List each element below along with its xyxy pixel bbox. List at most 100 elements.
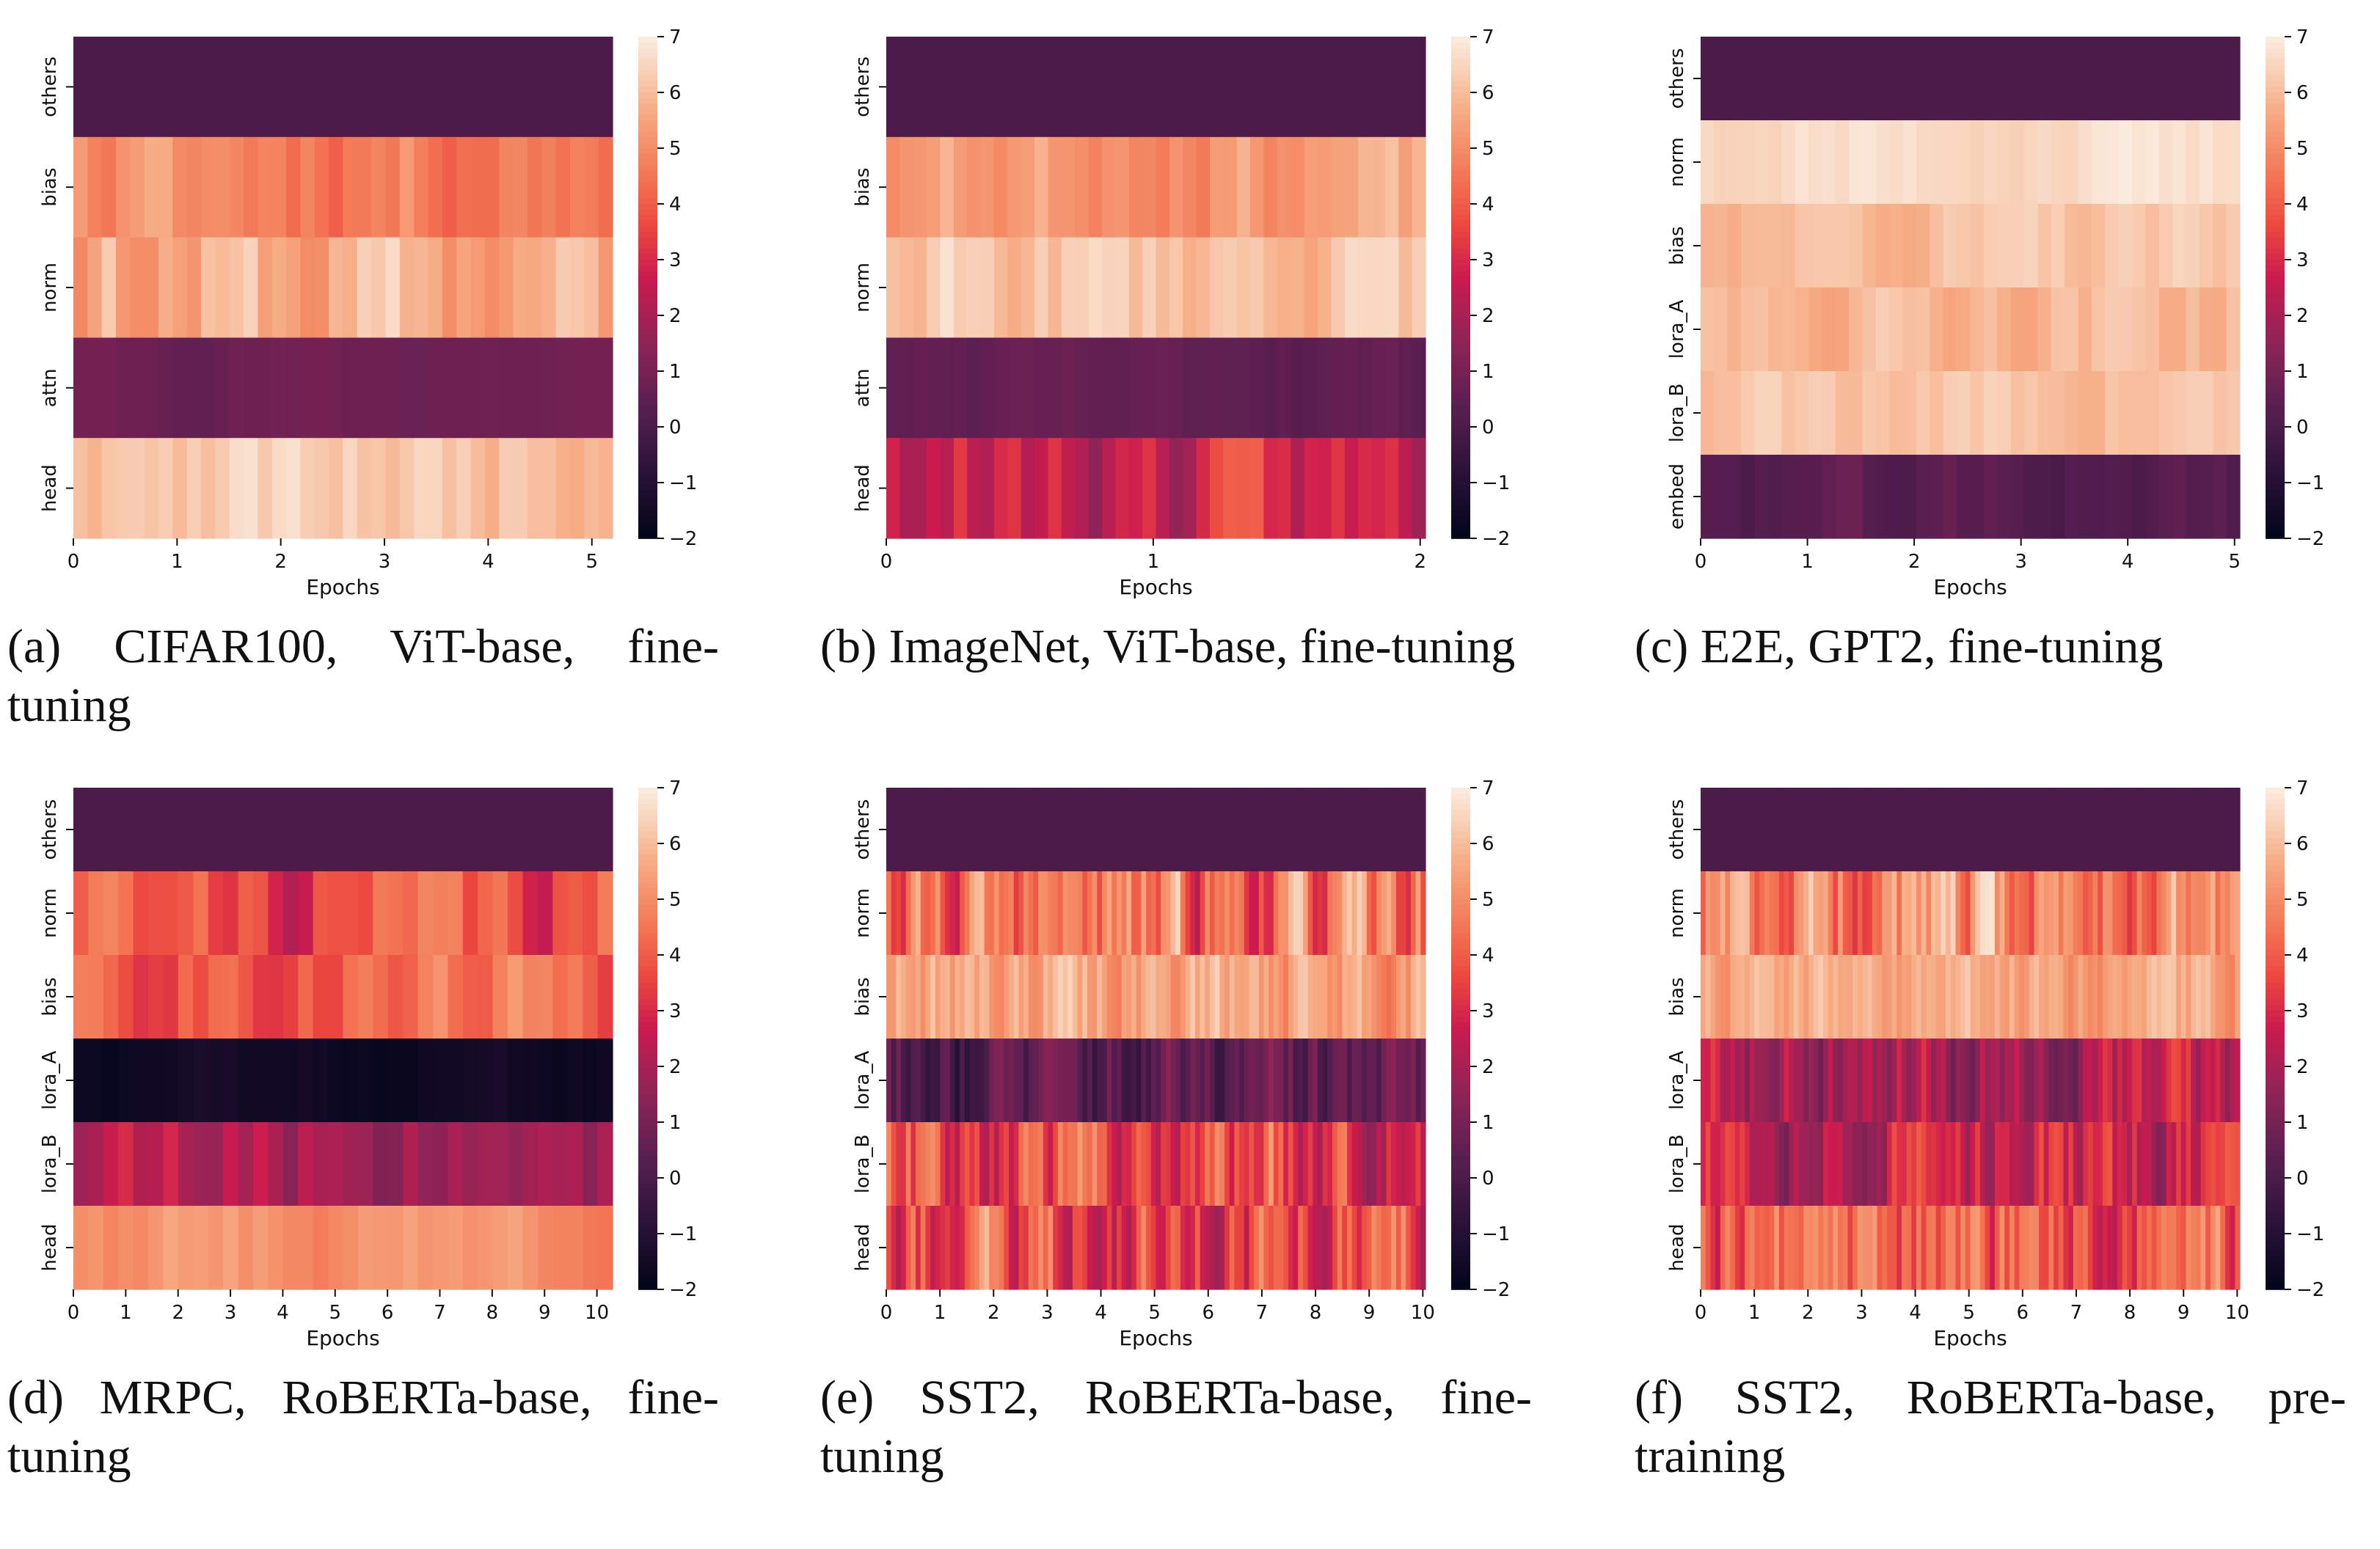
colorbar-segment	[638, 348, 657, 355]
heatmap-cell	[1882, 1122, 1888, 1206]
heatmap-cell	[2161, 1122, 2167, 1206]
colorbar-segment	[638, 48, 657, 54]
heatmap-cell	[1331, 136, 1346, 238]
heatmap-cell	[1175, 1039, 1181, 1123]
heatmap-cell	[896, 1039, 902, 1123]
heatmap-cell	[1156, 1122, 1161, 1206]
heatmap-cell	[1384, 237, 1399, 338]
heatmap-cell	[1307, 1039, 1313, 1123]
heatmap-cell	[964, 871, 971, 956]
heatmap-cell	[1131, 788, 1137, 872]
heatmap-cell	[1710, 788, 1716, 872]
colorbar-segment	[1451, 376, 1470, 383]
heatmap-cell	[2037, 37, 2052, 121]
colorbar-segment	[2266, 860, 2285, 867]
heatmap-cell	[1778, 1206, 1785, 1290]
heatmap-cell	[598, 438, 613, 539]
colorbar-segment	[638, 131, 657, 138]
heatmap-cell	[1916, 1122, 1922, 1206]
heatmap-cell	[163, 1039, 179, 1123]
heatmap-cell	[1412, 337, 1426, 439]
heatmap-cell	[1740, 788, 1745, 872]
heatmap-cell	[901, 1206, 907, 1290]
heatmap-cell	[1943, 37, 1957, 121]
heatmap-cells	[73, 788, 613, 1290]
heatmap-cell	[1935, 955, 1942, 1039]
heatmap-cell	[910, 871, 916, 956]
heatmap-cell	[456, 37, 472, 138]
heatmap-cell	[1249, 788, 1255, 872]
heatmap-cell	[1701, 1039, 1706, 1123]
heatmap-cell	[1128, 37, 1143, 138]
heatmap-cell	[1165, 871, 1172, 956]
heatmap-cell	[1862, 455, 1877, 539]
heatmap-cell	[1219, 1206, 1225, 1290]
colorbar-segment	[1451, 943, 1470, 951]
heatmap-cell	[2037, 288, 2052, 372]
heatmap-cell	[1965, 788, 1971, 872]
heatmap-cell	[2199, 371, 2213, 455]
colorbar-segment	[638, 821, 657, 827]
heatmap-cell	[1774, 1206, 1780, 1290]
heatmap-cell	[2083, 1206, 2089, 1290]
heatmap-cell	[1701, 288, 1715, 372]
heatmap-cell	[1897, 955, 1902, 1039]
heatmap-cell	[1362, 788, 1368, 872]
colorbar-segment	[638, 849, 657, 855]
colorbar-segment	[1451, 198, 1470, 205]
colorbar-segment	[638, 326, 657, 333]
heatmap-cell	[1214, 1122, 1220, 1206]
colorbar-tick-label: 7	[1482, 777, 1494, 799]
heatmap-cell	[268, 1206, 284, 1290]
heatmap-cell	[2142, 955, 2147, 1039]
heatmap-cell	[178, 1122, 194, 1206]
heatmap-cell	[2145, 371, 2160, 455]
colorbar-segment	[638, 387, 657, 395]
heatmap-cell	[1092, 788, 1098, 872]
heatmap-cell	[314, 237, 329, 338]
heatmap-cell	[1985, 1122, 1990, 1206]
heatmap-cell	[1141, 788, 1147, 872]
heatmap-cell	[417, 871, 434, 956]
colorbar-segment	[638, 142, 657, 149]
heatmap-cell	[1190, 955, 1196, 1039]
heatmap-cell	[2176, 1039, 2182, 1123]
heatmap-cell	[1705, 788, 1711, 872]
heatmap-cell	[1258, 788, 1265, 872]
heatmap-cell	[2142, 788, 2147, 872]
y-tick-label: bias	[852, 168, 874, 207]
heatmap-cell	[1273, 1122, 1280, 1206]
heatmap-cell	[1258, 1039, 1265, 1123]
heatmap-cell	[1291, 237, 1305, 338]
heatmap-cell	[1102, 37, 1116, 138]
heatmap-cell	[373, 871, 389, 956]
heatmap-cell	[223, 1122, 239, 1206]
heatmap-cell	[2195, 1206, 2202, 1290]
colorbar-segment	[2266, 1178, 2285, 1184]
heatmap-cell	[244, 438, 259, 539]
heatmap-cell	[969, 788, 975, 872]
heatmap-cell	[1911, 955, 1917, 1039]
heatmap-cell	[1391, 1206, 1397, 1290]
heatmap-cell	[101, 337, 117, 439]
heatmap-cell	[974, 1039, 980, 1123]
colorbar-segment	[2266, 960, 2285, 967]
heatmap-cells	[886, 37, 1426, 539]
heatmap-cell	[1412, 237, 1426, 338]
heatmap-cell	[1852, 1206, 1858, 1290]
heatmap-cell	[478, 788, 494, 872]
heatmap-cell	[1067, 788, 1073, 872]
colorbar-segment	[2266, 466, 2285, 472]
heatmap-cell	[2210, 1039, 2216, 1123]
colorbar-segment	[638, 315, 657, 322]
heatmap-cell	[1822, 455, 1836, 539]
heatmap-cell	[1916, 120, 1930, 205]
heatmap-cell	[1997, 288, 2012, 372]
heatmap-cell	[1889, 371, 1904, 455]
heatmap-cell	[1420, 1206, 1426, 1290]
heatmap-cell	[1097, 1206, 1103, 1290]
heatmap-cell	[1401, 1122, 1406, 1206]
heatmap-cell	[163, 955, 179, 1039]
heatmap-cell	[2226, 37, 2241, 121]
x-tick-label: 4	[1909, 1302, 1921, 1324]
